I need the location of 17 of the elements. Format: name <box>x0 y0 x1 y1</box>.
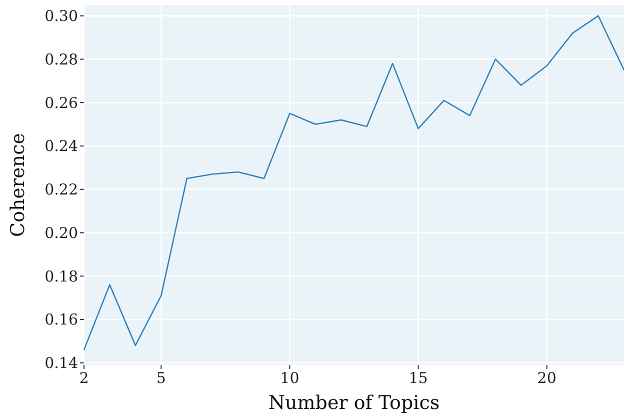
y-tick-label: 0.14 <box>44 354 78 372</box>
y-tick-label: 0.22 <box>44 180 78 199</box>
y-tick-label: 0.18 <box>44 267 78 286</box>
x-tick-label: 20 <box>537 369 556 387</box>
x-tick-label: 15 <box>408 369 428 387</box>
y-tick-label: 0.30 <box>44 7 78 26</box>
y-axis-title: Coherence <box>7 133 29 237</box>
y-tick-label: 0.16 <box>44 310 78 329</box>
x-tick-label: 5 <box>156 369 166 387</box>
x-axis-title: Number of Topics <box>268 392 440 413</box>
line-series <box>83 15 624 350</box>
y-tick-label: 0.20 <box>44 224 78 242</box>
x-tick-label: 10 <box>280 369 300 387</box>
y-tick-label: 0.26 <box>44 94 78 112</box>
y-tick-label: 0.24 <box>44 137 78 156</box>
y-tick-label: 0.28 <box>44 50 78 68</box>
x-tick-label: 2 <box>79 369 89 387</box>
